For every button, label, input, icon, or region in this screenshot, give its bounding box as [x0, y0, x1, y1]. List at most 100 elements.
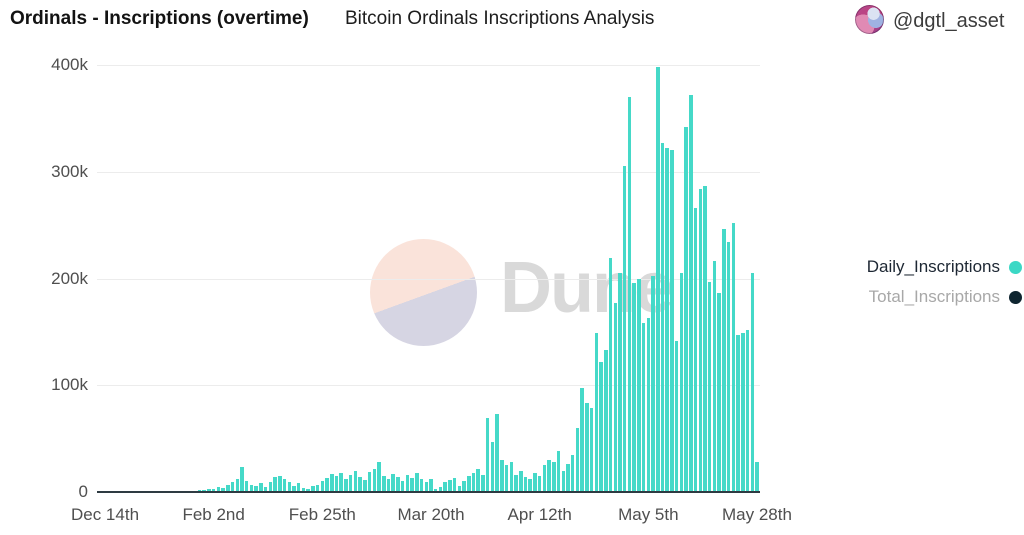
bar-daily-inscriptions[interactable]	[566, 464, 570, 492]
bar-daily-inscriptions[interactable]	[419, 479, 424, 492]
bar-daily-inscriptions[interactable]	[613, 303, 617, 492]
bar-daily-inscriptions[interactable]	[211, 488, 216, 492]
bar-daily-inscriptions[interactable]	[627, 97, 632, 492]
bar-daily-inscriptions[interactable]	[622, 166, 627, 492]
bar-daily-inscriptions[interactable]	[296, 483, 301, 492]
bar-daily-inscriptions[interactable]	[452, 478, 457, 492]
bar-daily-inscriptions[interactable]	[433, 488, 438, 492]
bar-daily-inscriptions[interactable]	[353, 470, 358, 492]
bar-daily-inscriptions[interactable]	[533, 472, 537, 492]
bar-daily-inscriptions[interactable]	[382, 476, 386, 492]
bar-daily-inscriptions[interactable]	[561, 470, 566, 492]
bar-daily-inscriptions[interactable]	[254, 485, 258, 492]
bar-daily-inscriptions[interactable]	[750, 273, 755, 492]
bar-daily-inscriptions[interactable]	[334, 476, 339, 492]
bar-daily-inscriptions[interactable]	[259, 483, 263, 492]
bar-daily-inscriptions[interactable]	[741, 332, 745, 492]
user-handle-link[interactable]: @dgtl_asset	[893, 10, 1005, 32]
bar-daily-inscriptions[interactable]	[547, 459, 551, 492]
bar-daily-inscriptions[interactable]	[594, 332, 599, 492]
bar-daily-inscriptions[interactable]	[244, 481, 249, 492]
bar-daily-inscriptions[interactable]	[745, 329, 750, 492]
bar-daily-inscriptions[interactable]	[726, 242, 731, 492]
bar-daily-inscriptions[interactable]	[736, 335, 740, 492]
bar-daily-inscriptions[interactable]	[367, 471, 372, 492]
bar-daily-inscriptions[interactable]	[519, 470, 523, 492]
bar-daily-inscriptions[interactable]	[240, 467, 244, 492]
bar-daily-inscriptions[interactable]	[311, 485, 315, 492]
bar-daily-inscriptions[interactable]	[410, 478, 414, 492]
bar-daily-inscriptions[interactable]	[552, 462, 556, 492]
bar-daily-inscriptions[interactable]	[320, 481, 325, 492]
bar-daily-inscriptions[interactable]	[315, 484, 320, 492]
bar-daily-inscriptions[interactable]	[306, 488, 310, 492]
bar-daily-inscriptions[interactable]	[575, 427, 580, 492]
bar-daily-inscriptions[interactable]	[670, 150, 674, 492]
bar-daily-inscriptions[interactable]	[485, 418, 490, 492]
bar-daily-inscriptions[interactable]	[292, 485, 296, 492]
bar-daily-inscriptions[interactable]	[637, 278, 641, 492]
bar-daily-inscriptions[interactable]	[278, 476, 282, 492]
bar-daily-inscriptions[interactable]	[542, 465, 547, 492]
bar-daily-inscriptions[interactable]	[448, 480, 452, 492]
bar-daily-inscriptions[interactable]	[325, 478, 329, 492]
bar-daily-inscriptions[interactable]	[216, 486, 221, 492]
bar-daily-inscriptions[interactable]	[202, 489, 206, 492]
bar-daily-inscriptions[interactable]	[537, 476, 542, 492]
bar-daily-inscriptions[interactable]	[528, 479, 532, 492]
bar-daily-inscriptions[interactable]	[476, 468, 480, 492]
bar-daily-inscriptions[interactable]	[755, 462, 759, 492]
bar-daily-inscriptions[interactable]	[656, 67, 660, 492]
bar-daily-inscriptions[interactable]	[391, 473, 395, 492]
bar-daily-inscriptions[interactable]	[722, 229, 726, 492]
bar-daily-inscriptions[interactable]	[330, 473, 334, 492]
bar-daily-inscriptions[interactable]	[679, 273, 684, 492]
bar-daily-inscriptions[interactable]	[712, 261, 717, 492]
bar-daily-inscriptions[interactable]	[523, 477, 528, 492]
bar-daily-inscriptions[interactable]	[235, 479, 240, 492]
bar-daily-inscriptions[interactable]	[344, 479, 348, 492]
bar-daily-inscriptions[interactable]	[632, 282, 636, 492]
bar-daily-inscriptions[interactable]	[618, 273, 622, 492]
bar-daily-inscriptions[interactable]	[339, 472, 343, 492]
bar-daily-inscriptions[interactable]	[457, 485, 462, 492]
bar-daily-inscriptions[interactable]	[268, 482, 273, 492]
bar-daily-inscriptions[interactable]	[405, 474, 410, 492]
bar-daily-inscriptions[interactable]	[363, 480, 367, 492]
bar-daily-inscriptions[interactable]	[674, 341, 679, 492]
bar-daily-inscriptions[interactable]	[429, 479, 433, 492]
bar-daily-inscriptions[interactable]	[698, 188, 703, 492]
legend-item-total-inscriptions[interactable]: Total_Inscriptions	[867, 282, 1022, 312]
bar-daily-inscriptions[interactable]	[589, 407, 594, 492]
bar-daily-inscriptions[interactable]	[500, 459, 504, 492]
bar-daily-inscriptions[interactable]	[580, 388, 584, 492]
bar-daily-inscriptions[interactable]	[424, 482, 429, 492]
bar-daily-inscriptions[interactable]	[570, 454, 575, 492]
bar-daily-inscriptions[interactable]	[660, 142, 665, 492]
bar-daily-inscriptions[interactable]	[287, 482, 291, 492]
bar-daily-inscriptions[interactable]	[249, 484, 254, 492]
bar-daily-inscriptions[interactable]	[207, 489, 211, 492]
bar-daily-inscriptions[interactable]	[438, 486, 443, 492]
bar-daily-inscriptions[interactable]	[651, 276, 655, 492]
bar-daily-inscriptions[interactable]	[585, 403, 589, 492]
bar-daily-inscriptions[interactable]	[665, 148, 669, 492]
bar-daily-inscriptions[interactable]	[301, 487, 306, 492]
bar-daily-inscriptions[interactable]	[443, 482, 447, 492]
bar-daily-inscriptions[interactable]	[646, 318, 651, 492]
bar-daily-inscriptions[interactable]	[481, 474, 485, 492]
bar-daily-inscriptions[interactable]	[358, 477, 362, 492]
bar-daily-inscriptions[interactable]	[230, 482, 235, 492]
bar-daily-inscriptions[interactable]	[504, 465, 509, 492]
bar-daily-inscriptions[interactable]	[703, 185, 707, 492]
bar-daily-inscriptions[interactable]	[599, 361, 603, 492]
bar-daily-inscriptions[interactable]	[282, 479, 287, 492]
bar-daily-inscriptions[interactable]	[495, 414, 499, 492]
bar-daily-inscriptions[interactable]	[707, 281, 712, 492]
bar-daily-inscriptions[interactable]	[415, 472, 419, 492]
legend-item-daily-inscriptions[interactable]: Daily_Inscriptions	[867, 252, 1022, 282]
bar-daily-inscriptions[interactable]	[471, 472, 476, 492]
bar-daily-inscriptions[interactable]	[372, 468, 377, 492]
bar-daily-inscriptions[interactable]	[377, 462, 381, 492]
bar-daily-inscriptions[interactable]	[608, 258, 613, 492]
